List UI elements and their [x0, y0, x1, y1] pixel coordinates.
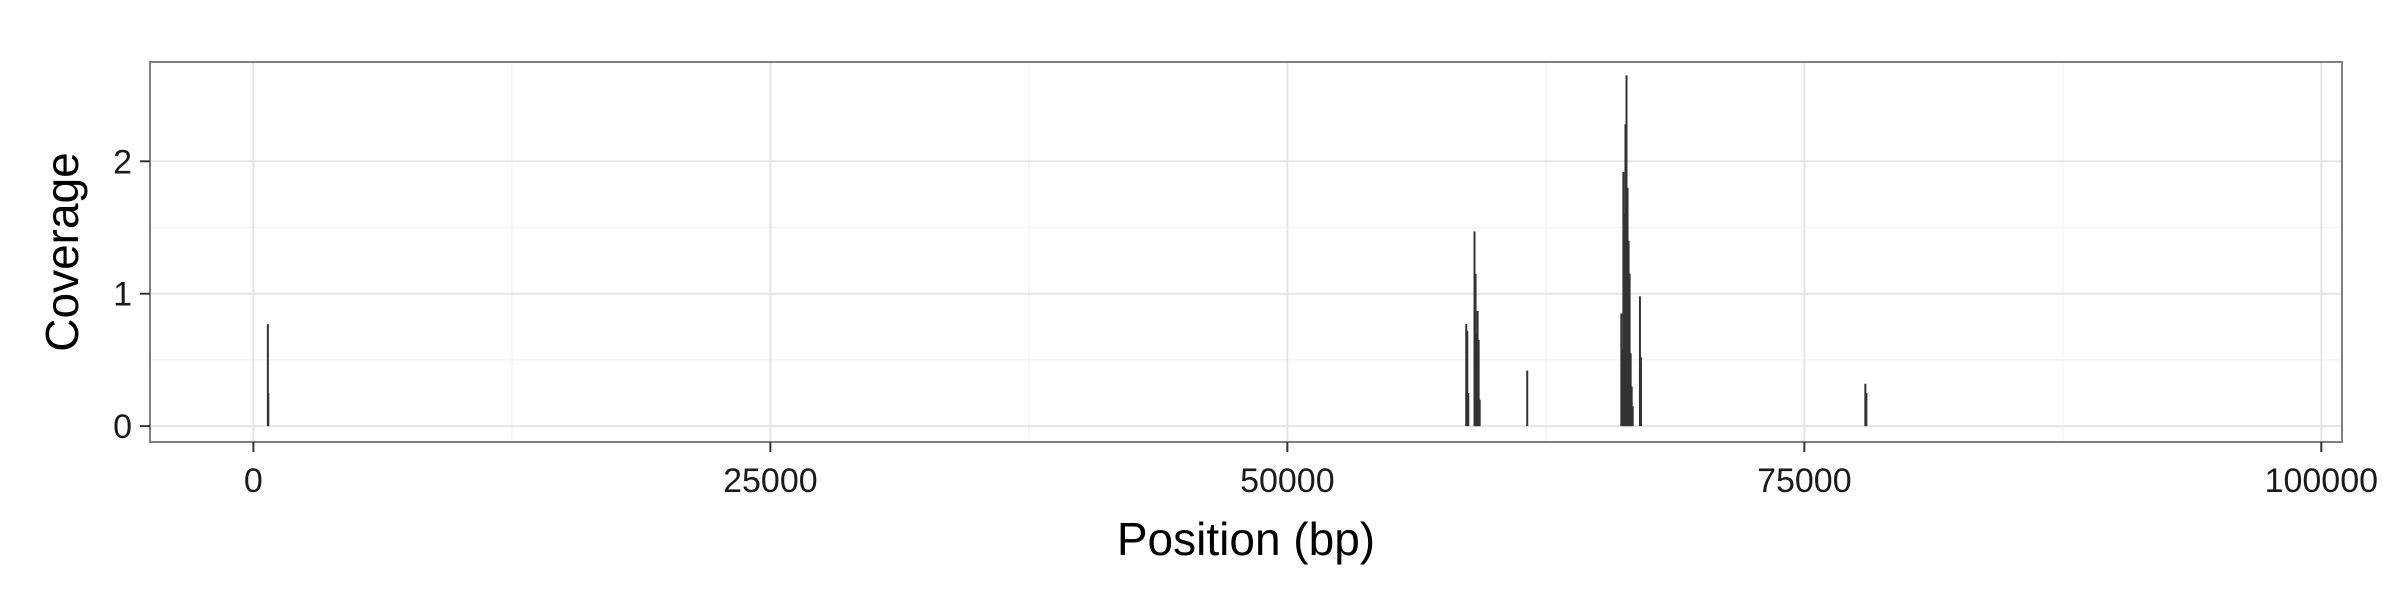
coverage-bar: [1624, 124, 1627, 427]
coverage-bar: [1626, 187, 1629, 427]
coverage-bar: [1526, 370, 1529, 427]
coverage-bar: [1865, 393, 1868, 427]
coverage-bar: [1476, 310, 1479, 427]
coverage-bar: [1864, 383, 1867, 427]
coverage-bar: [1467, 393, 1470, 427]
grid-layer: [150, 62, 2342, 442]
coverage-bar: [266, 324, 269, 427]
y-axis-title: Coverage: [36, 152, 88, 351]
y-tick-label: 0: [113, 408, 132, 446]
coverage-bar: [1628, 273, 1631, 427]
coverage-bar: [1620, 313, 1623, 427]
x-axis-title: Position (bp): [1117, 513, 1375, 565]
coverage-bar: [1639, 357, 1642, 427]
y-tick-label: 2: [113, 143, 132, 181]
coverage-bar: [1630, 386, 1633, 427]
coverage-bar: [1478, 399, 1481, 427]
coverage-bar: [1625, 75, 1628, 427]
x-tick-label: 0: [244, 462, 263, 500]
coverage-bar: [1473, 231, 1476, 427]
x-tick-label: 50000: [1240, 462, 1335, 500]
x-tick-label: 25000: [723, 462, 818, 500]
plot-panel-border: [149, 61, 2343, 443]
x-axis: 0 25000 50000 75000 100000: [244, 442, 2378, 500]
coverage-bar: [1474, 273, 1477, 427]
coverage-bar: [267, 393, 270, 427]
bars-layer: [266, 75, 1868, 427]
coverage-bar: [1466, 330, 1469, 427]
y-axis: 0 1 2: [113, 143, 150, 446]
coverage-bar: [1477, 340, 1480, 427]
coverage-bar: [1465, 324, 1468, 427]
coverage-bar: [1627, 240, 1630, 427]
coverage-bar: [1631, 406, 1634, 427]
coverage-bar: [1629, 353, 1632, 427]
plot-panel: [150, 62, 2342, 442]
coverage-bar: [1621, 349, 1624, 427]
y-tick-label: 1: [113, 276, 132, 314]
coverage-bar: [1622, 171, 1625, 427]
coverage-bar: [1623, 214, 1626, 427]
coverage-bar: [1638, 296, 1641, 427]
x-tick-label: 75000: [1757, 462, 1852, 500]
coverage-bar: [1475, 333, 1478, 427]
x-tick-label: 100000: [2265, 462, 2378, 500]
